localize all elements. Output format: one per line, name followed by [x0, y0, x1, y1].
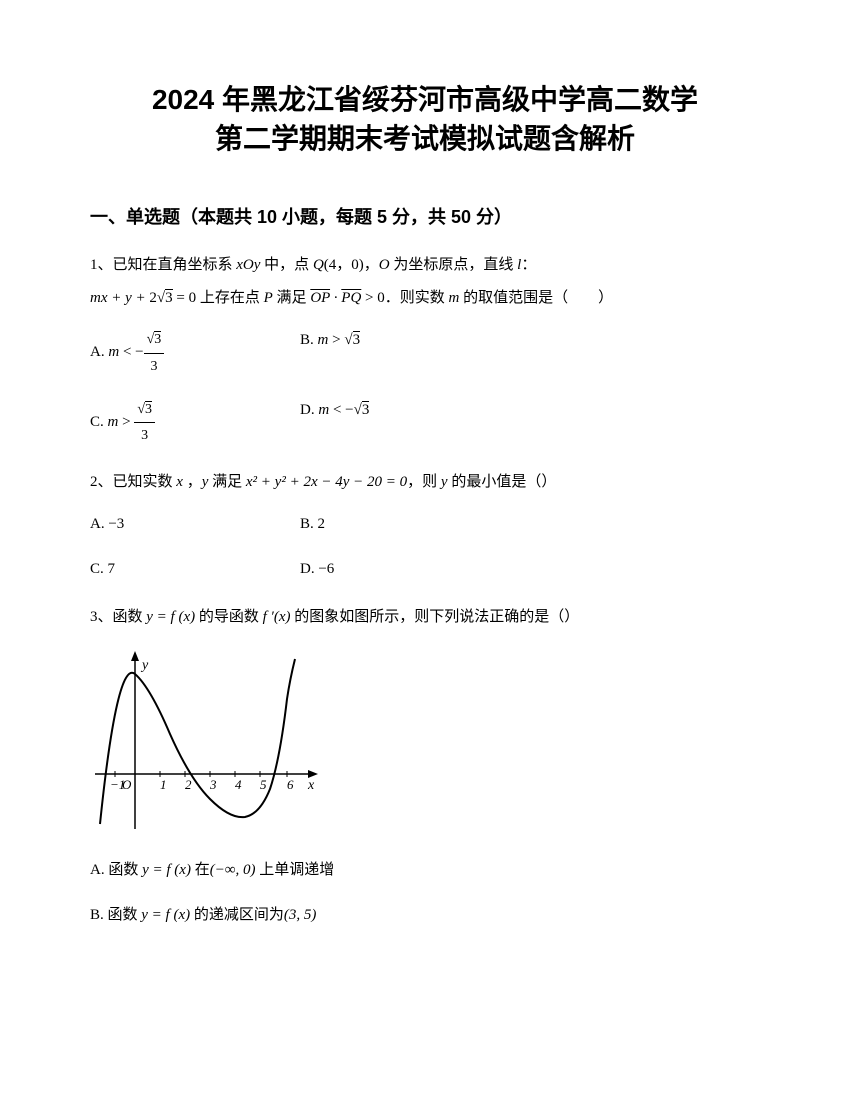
q1-options-row2: C. m > √33 D. m < −√3 — [90, 397, 760, 448]
q1-optC-frac: √33 — [134, 397, 155, 448]
q1-options-row1: A. m < −√33 B. m > √3 — [90, 327, 760, 378]
q3-optA-interval: (−∞, 0) — [210, 862, 256, 878]
q1-optA: A. m < −√33 — [90, 327, 300, 378]
q2-y2: y — [437, 474, 451, 490]
svg-text:x: x — [307, 778, 315, 793]
svg-text:2: 2 — [185, 777, 192, 792]
svg-text:3: 3 — [209, 777, 217, 792]
q1-text7: 满足 — [273, 290, 311, 306]
q2-options-row1: A. −3 B. 2 — [90, 511, 760, 538]
q3-optA-text3: 上单调递增 — [256, 862, 335, 878]
svg-text:1: 1 — [160, 777, 167, 792]
q3-yfx: y = f (x) — [146, 609, 195, 625]
q1-sqrt: √3 — [157, 289, 173, 306]
q3-optA-text2: 在 — [191, 862, 210, 878]
q2-optD: D. −6 — [300, 556, 510, 583]
q1-text6: 上存在点 — [196, 290, 264, 306]
q1-OP: OP — [310, 290, 330, 306]
q1-optC: C. m > √33 — [90, 397, 300, 448]
q1-P: P — [264, 290, 273, 306]
question-2: 2、已知实数 x ， y 满足 x² + y² + 2x − 4y − 20 = … — [90, 466, 760, 499]
q3-optA-text1: A. 函数 — [90, 862, 142, 878]
title-line1: 2024 年黑龙江省绥芬河市高级中学高二数学 — [90, 80, 760, 119]
q1-optB-m: m — [318, 332, 329, 348]
q2-optC: C. 7 — [90, 556, 300, 583]
q1-optA-label: A. — [90, 345, 108, 361]
q1-optC-m: m — [108, 414, 119, 430]
q2-text4: ，则 — [407, 474, 437, 490]
q3-optB-yfx: y = f (x) — [141, 907, 190, 923]
q1-optB-label: B. — [300, 332, 318, 348]
q1-optD-sqrt: √3 — [354, 401, 370, 418]
q1-dot: · — [330, 290, 341, 306]
q3-optB-text2: 的递减区间为 — [190, 907, 284, 923]
q1-text2: 中，点 — [260, 257, 313, 273]
q3-text2: 的导函数 — [195, 609, 263, 625]
q1-eq: mx + y + — [90, 290, 149, 306]
q1-gt0: > 0 — [361, 290, 384, 306]
svg-text:y: y — [140, 658, 149, 673]
q1-optA-m: m — [108, 345, 119, 361]
q1-m: m — [449, 290, 460, 306]
q1-eq2: 2 — [149, 290, 157, 306]
svg-text:O: O — [122, 777, 132, 792]
q1-text5: ： — [521, 257, 536, 273]
q2-text5: 的最小值是（） — [451, 474, 556, 490]
q1-text9: 的取值范围是（ ） — [459, 290, 613, 306]
q2-text3: 满足 — [208, 474, 246, 490]
svg-text:5: 5 — [260, 777, 267, 792]
q2-text1: 2、已知实数 — [90, 474, 173, 490]
q1-optC-label: C. — [90, 414, 108, 430]
q1-optA-frac: √33 — [144, 327, 165, 378]
section-header: 一、单选题（本题共 10 小题，每题 5 分，共 50 分） — [90, 203, 760, 229]
q1-optD-m: m — [318, 402, 329, 418]
q3-optB-interval: (3, 5) — [284, 907, 317, 923]
q1-eq3: = 0 — [173, 290, 196, 306]
q1-text3: (4，0)， — [324, 257, 379, 273]
q1-text8: ．则实数 — [385, 290, 449, 306]
q1-optB: B. m > √3 — [300, 327, 510, 378]
q1-optB-sqrt: √3 — [344, 331, 360, 348]
q2-optB: B. 2 — [300, 511, 510, 538]
q1-Q: Q — [313, 257, 324, 273]
q2-x: x — [173, 474, 187, 490]
q2-eq: x² + y² + 2x − 4y − 20 = 0 — [246, 474, 407, 490]
q3-optA: A. 函数 y = f (x) 在(−∞, 0) 上单调递增 — [90, 854, 760, 887]
derivative-graph: −1O123456yx — [90, 649, 320, 834]
q1-O: O — [379, 257, 390, 273]
q1-text1: 1、已知在直角坐标系 — [90, 257, 236, 273]
svg-text:4: 4 — [235, 777, 242, 792]
q3-text1: 3、函数 — [90, 609, 146, 625]
q1-xoy: xOy — [236, 257, 260, 273]
q1-optD-label: D. — [300, 402, 318, 418]
q3-text3: 的图象如图所示，则下列说法正确的是（） — [291, 609, 580, 625]
q2-text2: ， — [187, 474, 202, 490]
svg-text:6: 6 — [287, 777, 294, 792]
q1-PQ: PQ — [341, 290, 361, 306]
question-3: 3、函数 y = f (x) 的导函数 f ′(x) 的图象如图所示，则下列说法… — [90, 601, 760, 634]
question-1: 1、已知在直角坐标系 xOy 中，点 Q(4，0)，O 为坐标原点，直线 l： … — [90, 249, 760, 315]
q1-text4: 为坐标原点，直线 — [390, 257, 518, 273]
q3-optB-text1: B. 函数 — [90, 907, 141, 923]
q3-optB: B. 函数 y = f (x) 的递减区间为(3, 5) — [90, 899, 760, 932]
title-line2: 第二学期期末考试模拟试题含解析 — [90, 119, 760, 158]
q1-optD: D. m < −√3 — [300, 397, 510, 448]
q3-optA-yfx: y = f (x) — [142, 862, 191, 878]
q3-fprime: f ′(x) — [263, 609, 291, 625]
graph-container: −1O123456yx — [90, 649, 760, 834]
q2-options-row2: C. 7 D. −6 — [90, 556, 760, 583]
q2-optA: A. −3 — [90, 511, 300, 538]
